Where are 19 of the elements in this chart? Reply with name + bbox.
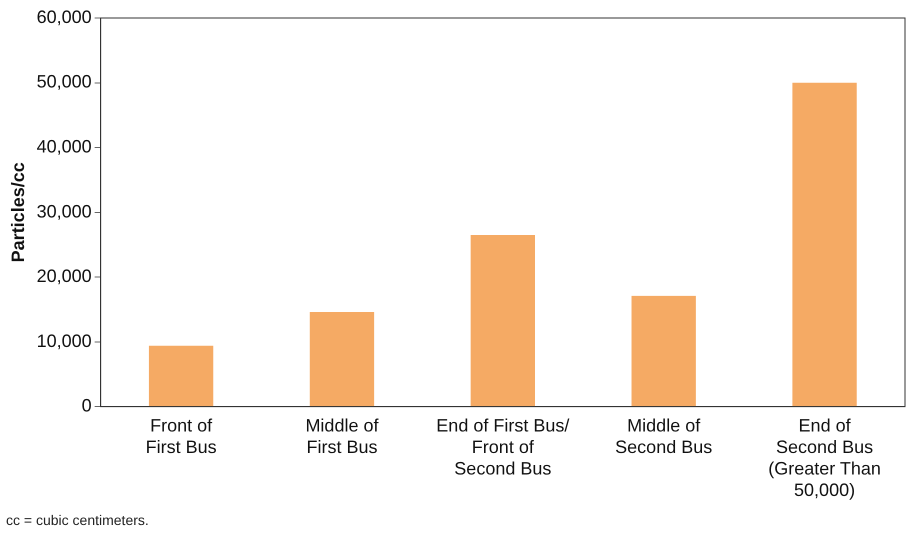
x-tick-label: End of First Bus/ Front of Second Bus <box>436 415 570 479</box>
y-tick-label: 40,000 <box>36 136 92 156</box>
y-axis-title: Particles/cc <box>8 162 28 262</box>
y-tick-label: 20,000 <box>36 266 92 286</box>
bar <box>310 312 374 406</box>
bar <box>148 346 214 406</box>
bar <box>792 82 857 406</box>
y-tick-label: 30,000 <box>36 201 92 222</box>
x-tick-label: Middle of Second Bus <box>615 415 712 457</box>
x-tick-label: Middle of First Bus <box>305 415 380 457</box>
bar <box>470 234 535 406</box>
text: cc = cubic centimeters. <box>6 512 149 528</box>
x-tick-label: Front of First Bus <box>146 415 217 457</box>
y-tick-label: 50,000 <box>36 72 92 92</box>
y-tick-label: 10,000 <box>36 330 92 351</box>
y-tick-label: 60,000 <box>36 6 92 27</box>
x-tick-label: End of Second Bus (Greater Than 50,000) <box>768 415 881 500</box>
bar <box>632 296 696 406</box>
y-tick-label: 0 <box>82 396 92 416</box>
